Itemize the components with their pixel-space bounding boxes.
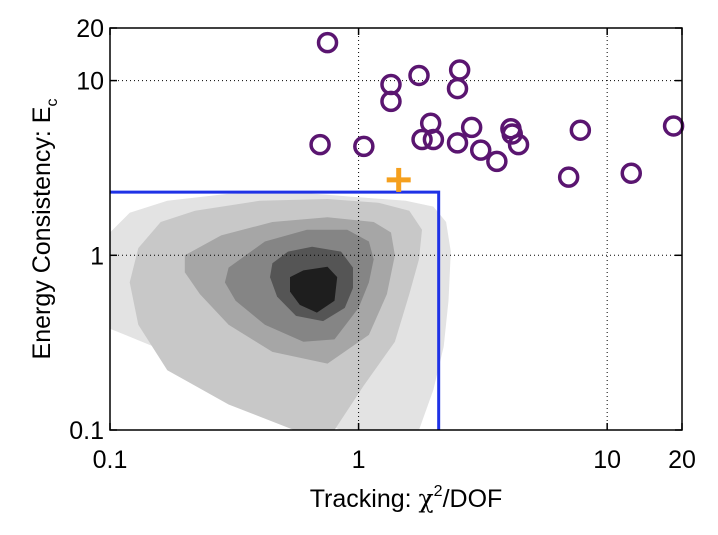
data-point	[507, 133, 530, 156]
cut-boundary	[110, 190, 441, 430]
data-point	[408, 64, 430, 87]
x-axis-label-suffix: /DOF	[443, 485, 503, 513]
data-point	[353, 135, 375, 158]
data-point	[380, 90, 402, 113]
data-point	[448, 59, 471, 81]
data-point	[309, 133, 331, 156]
contour-layer	[110, 192, 451, 430]
y-tick-label: 10	[76, 68, 104, 96]
data-point	[662, 115, 685, 137]
data-points	[309, 31, 685, 192]
x-tick-label: 1	[352, 446, 366, 474]
data-point	[316, 31, 339, 54]
data-point	[422, 128, 445, 151]
x-axis-label-symbol: χ	[419, 484, 434, 513]
x-axis-label-prefix: Tracking:	[310, 485, 419, 513]
axis-ticks: 0.1 1 10 20 0.1 1 10 20	[69, 15, 696, 474]
data-point	[620, 162, 643, 184]
plus-marker	[386, 167, 411, 192]
data-point	[446, 132, 469, 154]
cut-region	[110, 190, 441, 430]
x-tick-label: 10	[593, 446, 621, 474]
data-point	[460, 116, 483, 139]
plot-frame	[109, 27, 683, 431]
y-tick-label: 0.1	[69, 417, 104, 445]
x-tick-label: 20	[668, 446, 696, 474]
x-axis-label-superscript: 2	[434, 483, 443, 500]
data-point	[411, 128, 433, 151]
data-point	[446, 77, 469, 100]
data-point	[569, 119, 592, 141]
data-point	[486, 150, 508, 173]
grid	[110, 28, 682, 430]
y-tick-label: 1	[90, 242, 104, 270]
data-point	[501, 123, 523, 145]
data-point	[469, 139, 492, 161]
x-tick-label: 0.1	[93, 446, 128, 474]
y-axis-label: Energy Consistency: Ec	[28, 99, 61, 360]
x-axis-label: Tracking: χ2/DOF	[310, 483, 503, 513]
y-tick-label: 20	[76, 15, 104, 43]
data-point	[557, 166, 580, 188]
contour-level-6	[290, 266, 338, 313]
y-axis-label-prefix: Energy Consistency: E	[28, 107, 56, 360]
y-axis-label-subscript: c	[44, 99, 61, 107]
